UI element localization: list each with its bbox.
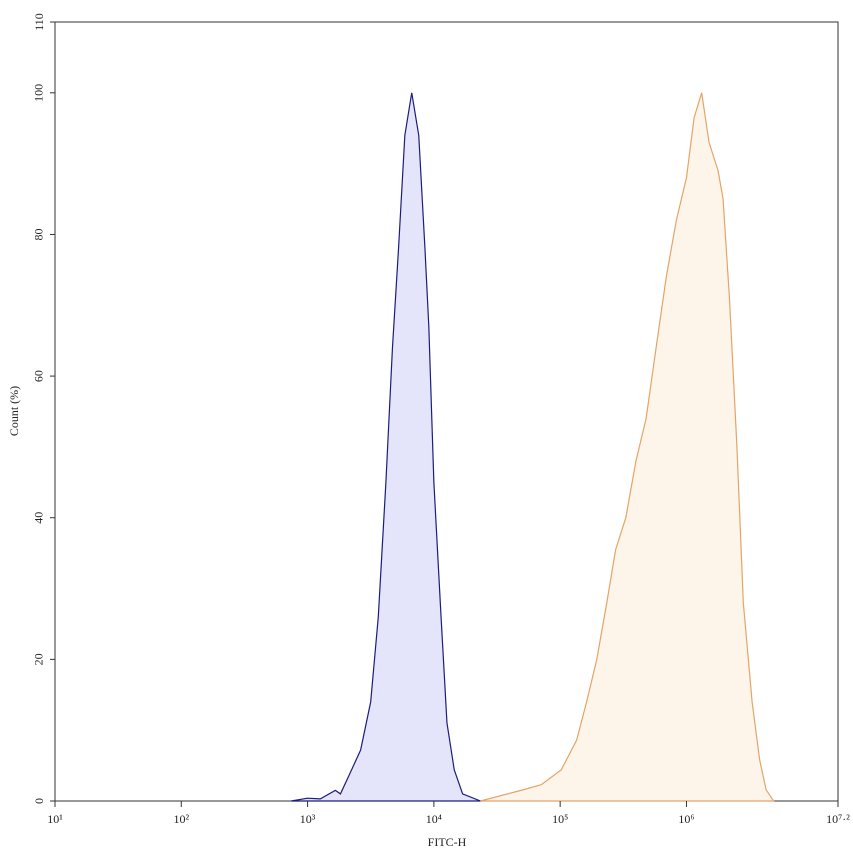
x-tick-label: 10⁵ [552, 812, 568, 826]
x-tick-label: 10⁷·² [826, 812, 850, 826]
y-tick-label: 60 [32, 370, 46, 382]
y-tick-label: 100 [32, 84, 46, 102]
x-tick-label: 10¹ [47, 812, 63, 826]
x-axis-label: FITC-H [428, 835, 467, 849]
y-axis-label: Count (%) [7, 386, 21, 436]
histogram-area [291, 92, 481, 802]
x-tick-label: 10² [173, 812, 189, 826]
y-tick-label: 80 [32, 228, 46, 240]
x-tick-label: 10³ [300, 812, 316, 826]
x-tick-label: 10⁶ [678, 812, 694, 826]
y-tick-label: 110 [32, 13, 46, 31]
y-tick-label: 0 [32, 798, 46, 804]
y-tick-label: 20 [32, 653, 46, 665]
x-tick-label: 10⁴ [426, 812, 442, 826]
y-tick-label: 40 [32, 512, 46, 524]
histogram-area [480, 92, 775, 802]
